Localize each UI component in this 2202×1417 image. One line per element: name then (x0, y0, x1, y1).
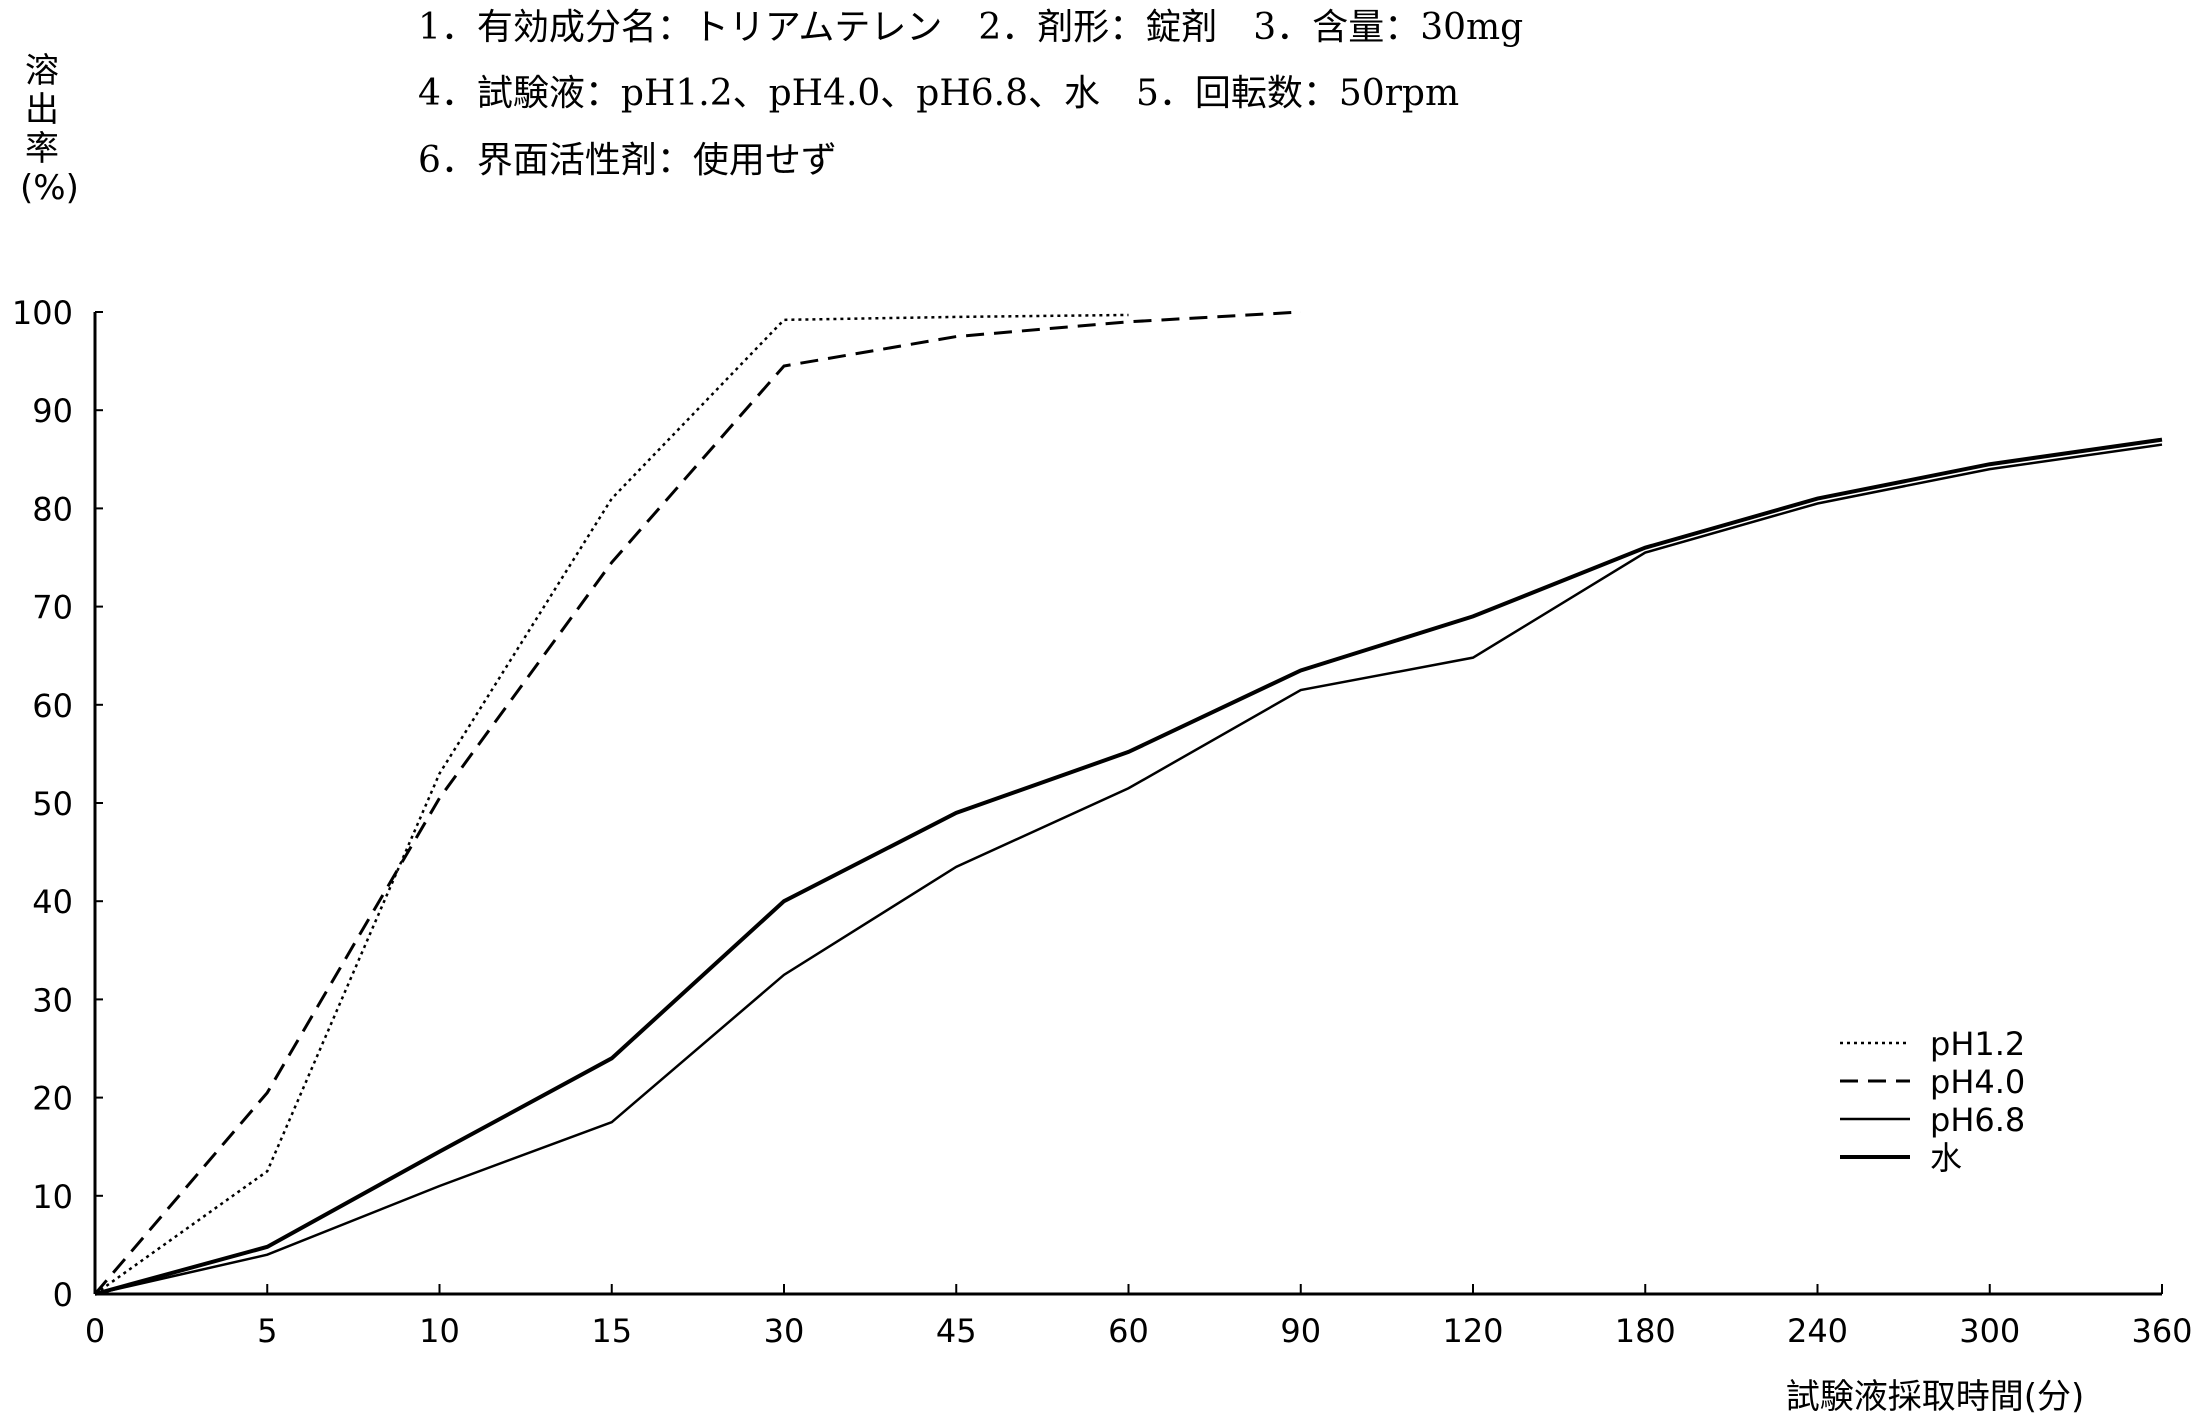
series-pH68-2-line (94, 443, 2163, 1296)
x-tick-label: 30 (764, 1312, 805, 1350)
y-tick-label: 20 (32, 1080, 73, 1118)
series-pH40-1-line (93, 310, 1301, 1295)
y-tick-label: 50 (32, 785, 73, 823)
y-tick-label: 10 (32, 1178, 73, 1216)
x-tick-label: 45 (936, 1312, 977, 1350)
y-tick-label: 40 (32, 883, 73, 921)
x-tick-label: 5 (257, 1312, 277, 1350)
x-tick-label: 0 (85, 1312, 105, 1350)
y-tick-label: 90 (32, 392, 73, 430)
legend-label: pH6.8 (1930, 1101, 2025, 1139)
x-tick-label: 10 (419, 1312, 460, 1350)
legend-label: pH4.0 (1930, 1063, 2025, 1101)
condition-line-2: 4．試験液：pH1.2、pH4.0、pH6.8、水 5．回転数：50rpm (418, 73, 1460, 114)
legend-label: 水 (1930, 1139, 1962, 1177)
y-tick-label: 100 (12, 294, 73, 332)
x-tick-label: 120 (1442, 1312, 1503, 1350)
x-tick-label: 300 (1959, 1312, 2020, 1350)
y-tick-label: 80 (32, 490, 73, 528)
series-pH12-0-line (94, 313, 1129, 1296)
x-axis-label: 試験液採取時間(分) (1786, 1377, 2085, 1417)
x-tick-label: 360 (2131, 1312, 2192, 1350)
y-tick-label: 60 (32, 687, 73, 725)
condition-line-1: 1．有効成分名：トリアムテレン 2．剤形：錠剤 3．含量：30mg (418, 7, 1524, 48)
x-tick-label: 180 (1615, 1312, 1676, 1350)
series--3-line (94, 437, 2163, 1296)
y-tick-label: 0 (53, 1276, 73, 1314)
x-tick-label: 240 (1787, 1312, 1848, 1350)
x-tick-label: 15 (591, 1312, 632, 1350)
x-tick-label: 90 (1280, 1312, 1321, 1350)
y-tick-label: 30 (32, 981, 73, 1019)
legend-label: pH1.2 (1930, 1025, 2025, 1063)
x-tick-label: 60 (1108, 1312, 1149, 1350)
y-tick-label: 70 (32, 589, 73, 627)
condition-line-3: 6．界面活性剤：使用せず (418, 140, 837, 181)
